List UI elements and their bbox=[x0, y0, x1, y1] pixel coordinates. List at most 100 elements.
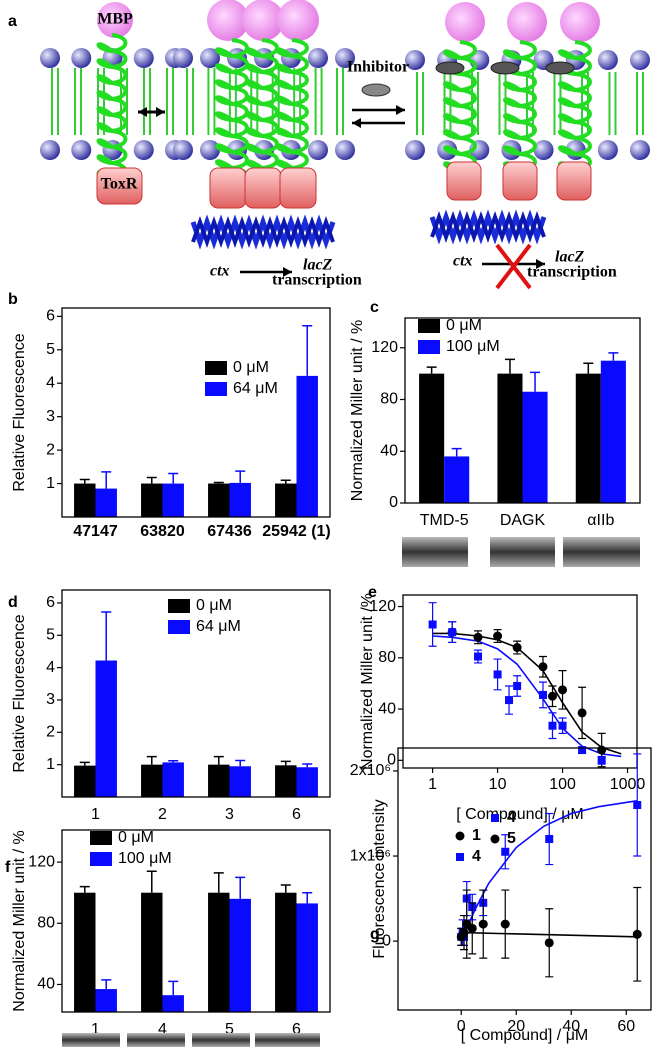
y-tick-label: 4 bbox=[46, 374, 55, 391]
gene: lacZ bbox=[303, 257, 333, 274]
error-bar bbox=[79, 478, 90, 484]
legend-swatch bbox=[90, 852, 112, 866]
transcription: transcription bbox=[272, 272, 362, 289]
bar bbox=[74, 765, 96, 797]
mbp bbox=[507, 2, 547, 42]
x-tick-label: TMD-5 bbox=[420, 512, 469, 529]
error-bar bbox=[608, 352, 619, 361]
toxr-domain bbox=[556, 161, 592, 201]
mbp-label: MBP bbox=[97, 11, 133, 28]
bar bbox=[444, 456, 470, 503]
bar bbox=[497, 373, 523, 503]
legend-swatch bbox=[168, 620, 190, 634]
plot-frame bbox=[397, 747, 652, 1011]
bar bbox=[95, 989, 117, 1012]
panel-label: c bbox=[370, 299, 379, 316]
y-tick-label: 1 bbox=[46, 475, 55, 492]
point bbox=[538, 662, 548, 672]
western-blot bbox=[255, 1033, 320, 1047]
x-tick-label: 5 bbox=[225, 1021, 234, 1038]
y-tick-label: 40 bbox=[378, 700, 396, 717]
error-bar bbox=[280, 760, 291, 766]
x-tick-label: 0 bbox=[457, 1018, 466, 1035]
fit-line bbox=[432, 635, 622, 758]
panel-label: d bbox=[8, 594, 18, 611]
x-tick-label: αIIb bbox=[587, 512, 614, 529]
lipid-head bbox=[630, 140, 650, 160]
legend-swatch bbox=[205, 382, 227, 396]
western-blot bbox=[192, 1033, 250, 1047]
y-tick-label: 2x10⁶ bbox=[350, 762, 391, 779]
error-bar bbox=[504, 358, 515, 374]
y-tick-label: 80 bbox=[380, 391, 398, 408]
y-axis-label: Fluorescence intensity bbox=[371, 799, 388, 958]
legend-swatch bbox=[490, 834, 500, 844]
error-bar bbox=[213, 481, 224, 484]
mbp bbox=[207, 0, 249, 41]
legend-label: 64 μM bbox=[196, 618, 241, 635]
bar bbox=[419, 373, 445, 503]
bar bbox=[522, 391, 548, 503]
error-bar bbox=[213, 872, 224, 893]
inhibitor bbox=[361, 83, 391, 97]
y-tick-label: 40 bbox=[37, 976, 55, 993]
legend-label: 1 bbox=[472, 827, 481, 844]
point bbox=[632, 929, 642, 939]
x-tick-label: 6 bbox=[292, 1021, 301, 1038]
y-tick-label: 6 bbox=[46, 308, 55, 325]
lipid-head bbox=[630, 50, 650, 70]
legend-swatch bbox=[90, 831, 112, 845]
bar bbox=[296, 767, 318, 797]
western-blot bbox=[62, 1033, 120, 1047]
y-tick-label: 80 bbox=[378, 649, 396, 666]
lipid-head bbox=[597, 50, 618, 70]
error-bar bbox=[146, 755, 157, 765]
legend-label: 100 μM bbox=[118, 850, 172, 867]
dna bbox=[190, 214, 336, 250]
arrow-head bbox=[138, 107, 147, 117]
charts: b Relative Fluorescence 1 2 3 4 5 6 47147 63820 67… bbox=[5, 291, 652, 1047]
legend-swatch bbox=[455, 831, 465, 841]
point bbox=[547, 691, 557, 701]
y-axis-label: Normalized Miller unit / % bbox=[349, 320, 366, 501]
point bbox=[501, 847, 510, 856]
point bbox=[513, 681, 522, 690]
y-axis-label: Normalized Miller unit /% bbox=[359, 593, 376, 770]
bar bbox=[229, 482, 251, 517]
error-bar bbox=[302, 324, 313, 376]
helix bbox=[503, 40, 537, 173]
y-tick-label: 1x10⁶ bbox=[350, 847, 391, 864]
cross bbox=[495, 243, 532, 290]
error-bar bbox=[530, 371, 541, 392]
error-bar bbox=[302, 891, 313, 904]
bar bbox=[162, 995, 184, 1012]
lipid-head bbox=[308, 140, 328, 160]
plot-frame bbox=[61, 589, 331, 798]
point bbox=[505, 696, 514, 705]
fit-line bbox=[460, 799, 638, 942]
arrow-head bbox=[283, 267, 292, 277]
chart: f Normalized Miller unit / % 40 80 120 1 4 5 6 0 … bbox=[5, 829, 331, 1047]
plot-frame bbox=[404, 317, 641, 504]
bar bbox=[208, 892, 230, 1012]
lipid-head bbox=[71, 48, 92, 68]
point bbox=[548, 721, 557, 730]
point bbox=[428, 620, 437, 629]
lipid-head bbox=[133, 48, 154, 68]
bar bbox=[575, 373, 601, 503]
lipid-head bbox=[71, 140, 92, 160]
point bbox=[493, 670, 502, 679]
legend-label: 0 μM bbox=[118, 829, 154, 846]
y-tick-label: 40 bbox=[380, 442, 398, 459]
plot-frame bbox=[61, 307, 331, 518]
mbp bbox=[97, 2, 133, 38]
helix bbox=[558, 40, 592, 173]
error-bar bbox=[146, 476, 157, 484]
x-tick-label: 100 bbox=[549, 776, 576, 793]
lipid-head bbox=[200, 48, 220, 68]
x-tick-label: 10 bbox=[489, 776, 507, 793]
lipid-head bbox=[405, 140, 425, 160]
x-tick-label: 1 bbox=[91, 806, 100, 823]
